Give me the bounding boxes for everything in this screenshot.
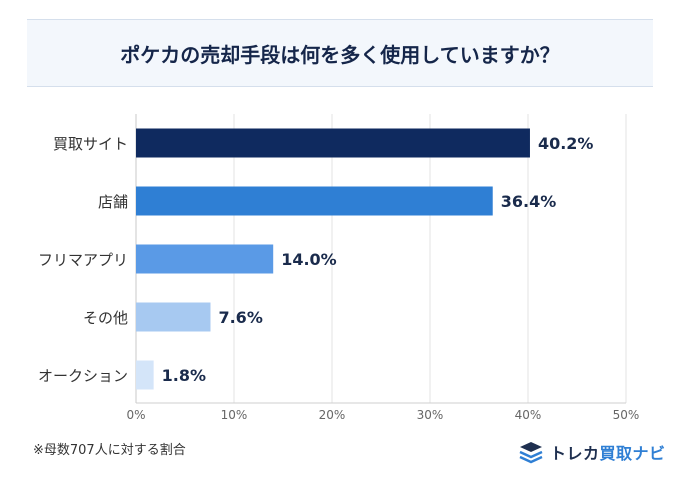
bar [136,302,211,332]
bar [136,360,154,390]
x-tick-label: 40% [515,408,542,422]
brand-logo: トレカ買取ナビ [518,438,666,466]
category-label: 買取サイト [53,135,128,153]
x-tick-label: 50% [613,408,640,422]
stacked-cards-logo-icon [519,442,543,464]
value-label: 1.8% [162,366,206,385]
chart-title: ポケカの売却手段は何を多く使用していますか？ [120,42,560,67]
bar [136,244,274,274]
x-tick-label: 10% [221,408,248,422]
bar [136,186,493,216]
value-label: 40.2% [538,134,594,153]
sample-size-note: ※母数707人に対する割合 [33,443,186,458]
category-label: フリマアプリ [38,251,128,269]
category-label: その他 [83,309,128,327]
value-label: 7.6% [218,308,262,327]
x-tick-label: 30% [417,408,444,422]
x-tick-label: 0% [126,408,145,422]
x-tick-label: 20% [319,408,346,422]
value-label: 36.4% [501,192,557,211]
category-label: 店舗 [98,193,128,211]
brand-logo-text: トレカ買取ナビ [550,440,666,464]
brand-name-accent: 買取ナビ [599,444,666,463]
category-label: オークション [38,367,128,385]
bar [136,128,530,158]
brand-name: トレカ [550,444,600,463]
chart-title-banner: ポケカの売却手段は何を多く使用していますか？ [27,19,653,87]
value-label: 14.0% [281,250,337,269]
